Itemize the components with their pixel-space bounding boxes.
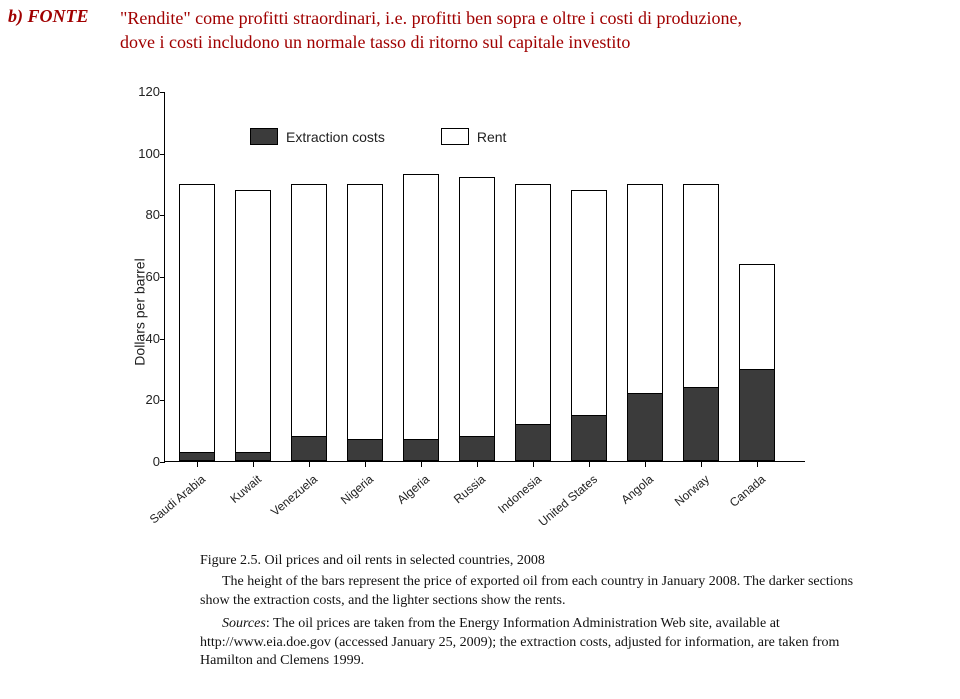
chart-legend: Extraction costs Rent <box>250 128 506 145</box>
oil-rents-chart: Dollars per barrel 020406080100120 Saudi… <box>130 92 830 532</box>
bar-total <box>291 184 327 462</box>
chart-plot-area <box>165 92 805 462</box>
y-tick-label: 60 <box>130 269 160 284</box>
description-line1: "Rendite" come profitti straordinari, i.… <box>120 8 742 28</box>
legend-swatch-extraction <box>250 128 278 145</box>
y-tick-mark <box>160 92 165 93</box>
legend-label-rent: Rent <box>477 129 507 145</box>
description-line2: dove i costi includono un normale tasso … <box>120 32 630 52</box>
y-tick-mark <box>160 215 165 216</box>
description-text: "Rendite" come profitti straordinari, i.… <box>120 6 880 55</box>
bar-total <box>347 184 383 462</box>
y-tick-label: 100 <box>130 146 160 161</box>
y-tick-mark <box>160 277 165 278</box>
y-tick-label: 40 <box>130 331 160 346</box>
x-axis-line <box>165 461 805 462</box>
y-tick-label: 80 <box>130 207 160 222</box>
page-root: b) FONTE "Rendite" come profitti straord… <box>0 0 960 699</box>
x-tick-mark <box>589 462 590 467</box>
y-tick-mark <box>160 462 165 463</box>
figure-body: The height of the bars represent the pri… <box>200 573 860 611</box>
y-tick-label: 120 <box>130 84 160 99</box>
y-tick-mark <box>160 339 165 340</box>
bar-extraction <box>683 387 719 461</box>
y-tick-label: 20 <box>130 392 160 407</box>
bar-total <box>179 184 215 462</box>
bar-total <box>403 174 439 461</box>
x-tick-mark <box>477 462 478 467</box>
bar-total <box>515 184 551 462</box>
figure-sources: Sources: The oil prices are taken from t… <box>200 615 860 672</box>
bar-extraction <box>403 439 439 461</box>
bar-extraction <box>235 452 271 461</box>
x-tick-mark <box>421 462 422 467</box>
bar-extraction <box>739 369 775 462</box>
bar-extraction <box>627 393 663 461</box>
x-tick-mark <box>253 462 254 467</box>
section-label: b) FONTE <box>8 6 89 27</box>
sources-text: : The oil prices are taken from the Ener… <box>200 616 839 669</box>
x-tick-mark <box>197 462 198 467</box>
y-tick-label: 0 <box>130 454 160 469</box>
bar-extraction <box>571 415 607 461</box>
x-tick-mark <box>701 462 702 467</box>
bar-extraction <box>515 424 551 461</box>
bar-total <box>459 177 495 461</box>
x-tick-mark <box>309 462 310 467</box>
legend-label-extraction: Extraction costs <box>286 129 385 145</box>
sources-label: Sources <box>222 616 266 631</box>
bar-total <box>235 190 271 461</box>
bar-extraction <box>459 436 495 461</box>
figure-title: Figure 2.5. Oil prices and oil rents in … <box>200 552 860 571</box>
x-tick-mark <box>645 462 646 467</box>
bar-extraction <box>347 439 383 461</box>
x-tick-mark <box>757 462 758 467</box>
figure-caption: Figure 2.5. Oil prices and oil rents in … <box>200 552 860 671</box>
y-tick-mark <box>160 154 165 155</box>
bar-extraction <box>291 436 327 461</box>
x-tick-mark <box>533 462 534 467</box>
y-tick-mark <box>160 400 165 401</box>
legend-swatch-rent <box>441 128 469 145</box>
x-tick-mark <box>365 462 366 467</box>
bar-extraction <box>179 452 215 461</box>
